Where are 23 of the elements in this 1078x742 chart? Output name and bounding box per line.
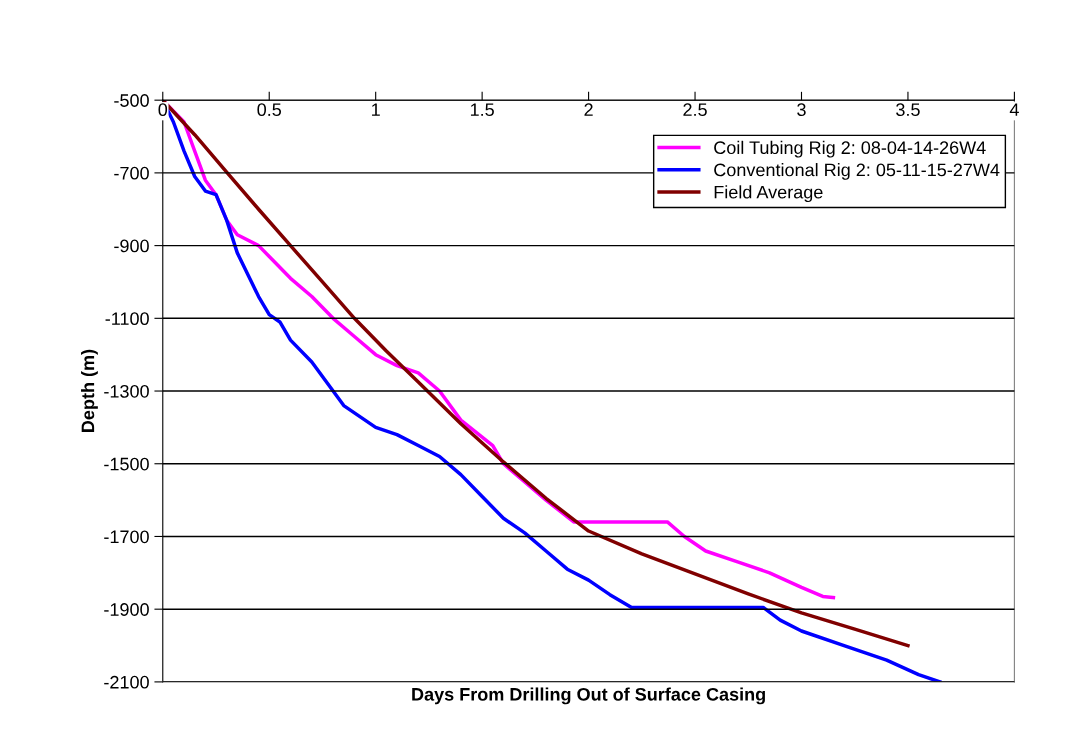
legend-label: Conventional Rig 2: 05-11-15-27W4 (714, 163, 1000, 180)
y-tick-label: -1900 (104, 603, 149, 616)
legend-label: Coil Tubing Rig 2: 08-04-14-26W4 (714, 140, 986, 158)
legend-label: Field Average (714, 185, 823, 203)
x-tick-label: 2.5 (683, 103, 707, 117)
x-tick-label: 3 (797, 103, 806, 117)
x-tick-label: 2 (584, 103, 593, 116)
y-tick-label: -900 (114, 239, 149, 253)
x-tick-label: 1.5 (470, 103, 494, 117)
y-tick-label: -1700 (104, 530, 149, 544)
y-axis-title: Depth (m) (81, 349, 98, 432)
y-tick-label: -1300 (104, 384, 149, 398)
x-axis-title: Days From Drilling Out of Surface Casing (412, 687, 765, 705)
x-tick-label: 1 (372, 103, 380, 116)
x-tick-label: 3.5 (896, 103, 920, 117)
y-tick-label: -2100 (104, 675, 149, 689)
x-tick-label: 0 (158, 103, 168, 117)
y-tick-label: -1100 (105, 312, 149, 326)
x-tick-label: 4 (1009, 103, 1019, 116)
y-tick-label: -500 (114, 94, 149, 107)
y-tick-label: -700 (114, 166, 149, 180)
x-tick-label: 0.5 (257, 103, 282, 117)
y-tick-label: -1500 (104, 457, 149, 471)
